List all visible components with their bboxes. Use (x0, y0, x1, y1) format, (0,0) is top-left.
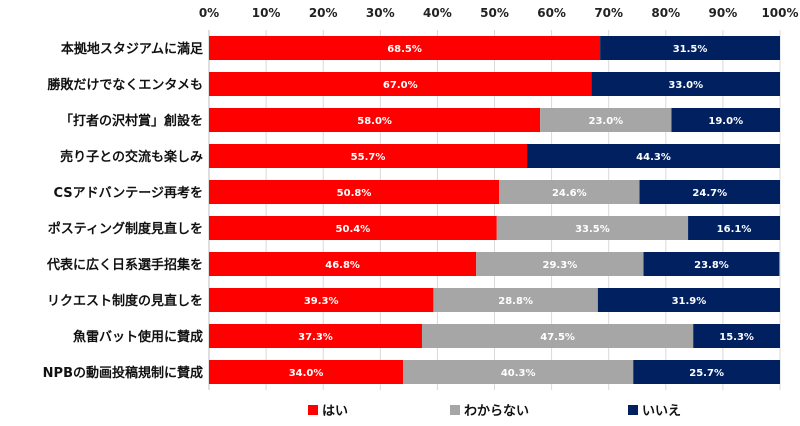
bar-segment (209, 144, 528, 168)
x-axis-ticks: 0% 10% 20% 30% 40% 50% 60% 70% 80% 90% 100% (199, 6, 799, 20)
data-label: 34.0% (289, 368, 324, 379)
category-label: 魚雷バット使用に賛成 (73, 329, 203, 345)
bar-segment (209, 288, 434, 312)
bar-segment (633, 360, 780, 384)
bar-segment (597, 288, 780, 312)
bar-segment (209, 180, 500, 204)
legend: はい わからない いいえ (308, 404, 681, 419)
data-label: 31.9% (672, 296, 707, 307)
bar-segment (209, 108, 541, 132)
bar-segment (209, 216, 497, 240)
category-label: 本拠地スタジアムに満足 (61, 41, 204, 57)
category-label: 勝敗だけでなくエンタメも (47, 77, 203, 93)
data-label: 40.3% (501, 368, 536, 379)
x-tick-label: 20% (309, 6, 338, 20)
x-tick-label: 30% (366, 6, 395, 20)
bar-segment (433, 288, 598, 312)
bar-segment (688, 216, 780, 240)
legend-swatch (628, 405, 638, 415)
bar-segment (591, 72, 780, 96)
data-label: 44.3% (636, 152, 671, 163)
data-label: 55.7% (351, 152, 386, 163)
data-label: 24.6% (552, 188, 587, 199)
category-label: 売り子との交流も楽しみ (60, 149, 203, 165)
data-label: 33.5% (575, 224, 610, 235)
category-label: 代表に広く日系選手招集を (46, 257, 203, 273)
x-tick-label: 50% (480, 6, 509, 20)
bar-segment (639, 180, 780, 204)
data-label: 19.0% (708, 116, 743, 127)
data-label: 68.5% (387, 44, 422, 55)
legend-swatch (308, 405, 318, 415)
data-label: 24.7% (692, 188, 727, 199)
data-label: 33.0% (668, 80, 703, 91)
category-label: NPBの動画投稿規制に賛成 (43, 365, 203, 381)
data-label: 16.1% (717, 224, 752, 235)
bar-segment (499, 180, 640, 204)
bar-segment (671, 108, 780, 132)
x-tick-label: 60% (537, 6, 566, 20)
bar-segment (421, 324, 694, 348)
category-label: リクエスト制度の見直しを (47, 293, 203, 309)
bar-segment (209, 360, 404, 384)
data-label: 50.8% (337, 188, 372, 199)
data-label: 37.3% (298, 332, 333, 343)
legend-swatch (450, 405, 460, 415)
data-label: 39.3% (304, 296, 339, 307)
data-label: 28.8% (498, 296, 533, 307)
data-label: 23.0% (588, 116, 623, 127)
legend-label: わからない (464, 404, 529, 419)
legend-label: いいえ (642, 404, 681, 419)
bar-segment (476, 252, 644, 276)
bar-segment (209, 72, 592, 96)
data-label: 50.4% (336, 224, 371, 235)
bar-segment (693, 324, 780, 348)
bars: 68.5% 31.5% 67.0% 33.0% 58.0% 23.0% 19.0% 55.7%… (209, 36, 780, 384)
bar-segment (403, 360, 634, 384)
category-labels: 本拠地スタジアムに満足勝敗だけでなくエンタメも「打者の沢村賞」創設を売り子との交… (43, 41, 204, 381)
data-label: 15.3% (719, 332, 754, 343)
x-tick-label: 90% (709, 6, 738, 20)
x-tick-label: 0% (199, 6, 219, 20)
x-tick-label: 70% (594, 6, 623, 20)
x-tick-label: 80% (651, 6, 680, 20)
x-tick-label: 100% (761, 6, 798, 20)
data-label: 47.5% (540, 332, 575, 343)
data-label: 58.0% (357, 116, 392, 127)
bar-segment (209, 324, 422, 348)
bar-segment (540, 108, 672, 132)
category-label: CSアドバンテージ再考を (53, 185, 203, 201)
bar-segment (496, 216, 689, 240)
category-label: 「打者の沢村賞」創設を (60, 113, 203, 129)
data-label: 23.8% (694, 260, 729, 271)
bar-segment (209, 36, 601, 60)
x-tick-label: 10% (252, 6, 281, 20)
data-label: 67.0% (383, 80, 418, 91)
data-label: 31.5% (673, 44, 708, 55)
bar-segment (600, 36, 780, 60)
x-tick-label: 40% (423, 6, 452, 20)
legend-label: はい (322, 404, 348, 419)
data-label: 46.8% (325, 260, 360, 271)
data-label: 29.3% (543, 260, 578, 271)
bar-segment (527, 144, 780, 168)
bar-segment (209, 252, 477, 276)
bar-segment (643, 252, 780, 276)
data-label: 25.7% (689, 368, 724, 379)
category-label: ポスティング制度見直しを (48, 221, 203, 237)
